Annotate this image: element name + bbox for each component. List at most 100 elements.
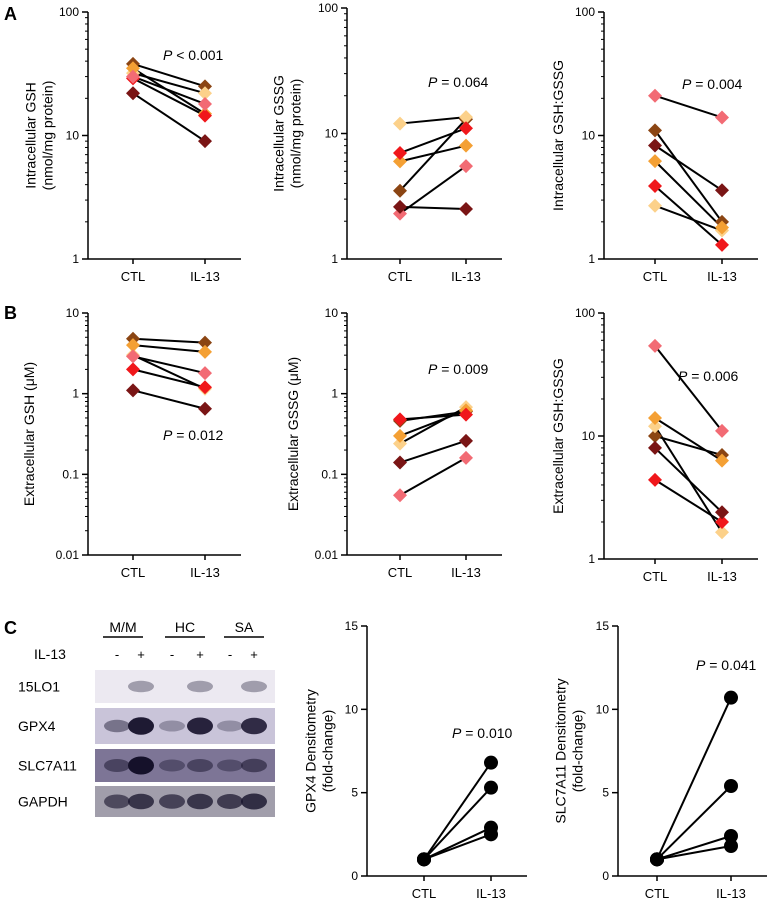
data-point xyxy=(715,514,729,529)
blot-band xyxy=(104,794,130,809)
lane-sign: + xyxy=(196,647,204,662)
chart-B1: 0.01 0.1 1 10 CTL IL-13 Extracellular GSH (μM)… xyxy=(21,306,241,580)
p-value: P = 0.041 xyxy=(696,657,757,673)
data-point xyxy=(715,423,729,438)
y-tick-label: 100 xyxy=(575,5,595,19)
y-tick-label: 15 xyxy=(345,619,359,633)
data-point xyxy=(459,450,473,465)
data-point xyxy=(459,159,473,174)
x-tick-label: IL-13 xyxy=(451,269,481,284)
blot-band xyxy=(159,720,185,732)
blot-band xyxy=(217,720,243,732)
y-axis-title: (fold-change) xyxy=(320,710,336,793)
y-tick-label: 10 xyxy=(66,129,80,143)
data-point xyxy=(198,380,212,395)
x-tick-label: IL-13 xyxy=(707,569,737,584)
y-axis-title: Extracellular GSH:GSSG xyxy=(550,358,566,514)
series-line xyxy=(132,368,206,389)
series-line xyxy=(423,833,492,861)
data-point xyxy=(198,134,212,149)
data-point xyxy=(393,412,407,427)
p-value-text: = 0.009 xyxy=(437,361,488,377)
y-axis-title: Intracellular GSH:GSSG xyxy=(550,60,566,211)
y-tick-label: 0.1 xyxy=(62,467,79,481)
p-symbol: P xyxy=(428,361,438,377)
y-axis-title: Intracellular GSSG xyxy=(271,75,287,192)
y-axis-title: SLC7A11 Densitometry xyxy=(553,678,569,823)
series-line xyxy=(399,456,467,497)
p-symbol: P xyxy=(682,76,692,92)
blot-band xyxy=(241,758,267,773)
y-tick-label: 15 xyxy=(596,619,610,633)
data-point xyxy=(393,428,407,443)
data-point xyxy=(126,349,140,364)
data-point xyxy=(715,220,729,235)
series-line xyxy=(654,160,723,229)
blot-band xyxy=(187,759,213,772)
chart-C3: 0 5 10 15 CTL IL-13 SLC7A11 Densitometry (fold-… xyxy=(553,619,767,901)
series-line xyxy=(654,447,723,513)
blot-band xyxy=(217,759,243,772)
p-symbol: P xyxy=(452,725,462,741)
blot-band xyxy=(128,680,154,693)
x-tick-label: CTL xyxy=(645,886,670,901)
data-point xyxy=(724,839,738,853)
data-point xyxy=(648,429,662,443)
data-point xyxy=(724,829,738,843)
data-point xyxy=(484,827,498,842)
p-symbol: P xyxy=(163,47,173,63)
series-line xyxy=(656,835,732,861)
chart-A2: 1 10 100 CTL IL-13 Intracellular GSSG (nmol/mg… xyxy=(271,1,502,284)
series-line xyxy=(423,762,492,860)
panel-letter-a: A xyxy=(4,4,17,24)
data-point xyxy=(393,436,407,451)
series-line xyxy=(132,77,206,117)
series-line xyxy=(656,785,732,861)
data-point xyxy=(393,199,407,214)
y-tick-label: 10 xyxy=(66,306,80,320)
data-point xyxy=(198,86,212,101)
series-line xyxy=(132,62,206,88)
data-point xyxy=(198,96,212,111)
series-line xyxy=(399,409,467,437)
series-line xyxy=(654,185,723,246)
series-line xyxy=(399,406,467,445)
series-line xyxy=(132,389,206,410)
p-value-text: = 0.041 xyxy=(705,657,756,673)
y-tick-label: 10 xyxy=(325,306,339,320)
data-point xyxy=(648,88,662,103)
lane-sign: + xyxy=(137,647,145,662)
y-tick-label: 10 xyxy=(345,702,359,716)
p-value: P = 0.006 xyxy=(678,368,739,384)
x-tick-label: CTL xyxy=(412,886,437,901)
data-point xyxy=(715,505,729,520)
series-line xyxy=(423,826,492,861)
y-axis-title: GPX4 Densitometry xyxy=(303,689,319,813)
x-tick-label: IL-13 xyxy=(190,565,220,580)
data-point xyxy=(393,455,407,470)
data-point xyxy=(198,108,212,123)
data-point xyxy=(393,145,407,160)
p-value-text: = 0.006 xyxy=(687,368,738,384)
series-line xyxy=(399,116,467,125)
y-axis-title: (nmol/mg protein) xyxy=(40,81,56,191)
y-tick-label: 100 xyxy=(59,5,79,19)
data-point xyxy=(648,179,662,194)
series-line xyxy=(399,118,467,192)
panel-letter-c: C xyxy=(4,618,17,638)
y-tick-label: 5 xyxy=(351,786,358,800)
series-line xyxy=(132,355,206,375)
data-point xyxy=(648,138,662,153)
blot-band xyxy=(187,717,213,735)
data-point xyxy=(459,121,473,136)
blot-band xyxy=(217,794,243,809)
series-line xyxy=(654,345,723,432)
data-point xyxy=(715,453,729,468)
p-value: P = 0.004 xyxy=(682,76,743,92)
y-tick-label: 1 xyxy=(331,387,338,401)
series-line xyxy=(399,413,467,421)
data-point xyxy=(715,183,729,198)
x-tick-label: CTL xyxy=(388,565,413,580)
y-tick-label: 1 xyxy=(588,252,595,266)
blot-band xyxy=(159,759,185,772)
